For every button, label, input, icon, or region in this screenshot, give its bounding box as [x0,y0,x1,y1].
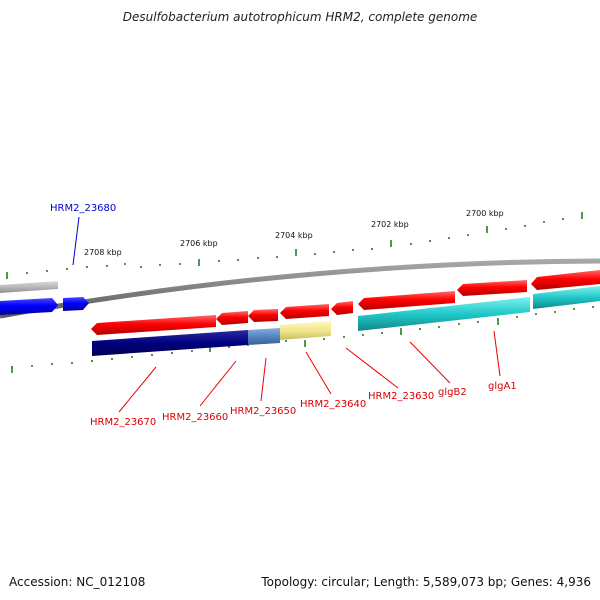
reverse-gene-small [331,301,353,315]
gene-label-hrm2-23680: HRM2_23680 [50,203,116,214]
map-title: Desulfobacterium autotrophicum HRM2, com… [122,10,478,24]
leader-line [118,366,157,413]
reverse-gene-hrm2-23670 [91,315,216,335]
accession-text: Accession: NC_012108 [9,575,146,589]
gene-label-hrm2-23670: HRM2_23670 [90,417,156,428]
gene-label-hrm2-23660: HRM2_23660 [162,412,228,423]
forward-gene-hrm2-23680 [63,297,89,311]
scale-label: 2700 kbp [466,209,504,218]
reverse-gene-hrm2-23650 [248,309,278,322]
cog-band-cyan [358,297,530,331]
gene-label-glga1: glgA1 [488,381,517,392]
leader-line [345,347,399,389]
cog-band-steel [248,328,280,345]
scale-label: 2706 kbp [180,239,218,248]
leader-line [409,341,451,384]
gene-label-glgb2: glgB2 [438,387,467,398]
reverse-gene-hrm2-23660 [216,311,248,325]
gene-label-hrm2-23650: HRM2_23650 [230,406,296,417]
reverse-gene-glgb2 [457,280,527,296]
scale-label: 2702 kbp [371,220,409,229]
leader-line [260,357,267,402]
gene-label-hrm2-23640: HRM2_23640 [300,399,366,410]
cog-band-grey [0,281,58,293]
forward-gene [0,298,58,315]
genome-summary-text: Topology: circular; Length: 5,589,073 bp… [261,575,591,589]
scale-label: 2704 kbp [275,231,313,240]
leader-line [305,351,332,395]
reverse-gene-glga1 [531,270,600,290]
scale-label: 2708 kbp [84,248,122,257]
leader-line [199,360,237,407]
gene-label-hrm2-23630: HRM2_23630 [368,391,434,402]
cog-band-navy [92,330,248,356]
cog-band-cyan [533,286,600,309]
leader-line [72,216,80,266]
reverse-gene-hrm2-23640 [280,304,329,319]
outer-tick-ring [6,212,583,279]
leader-line [493,330,501,377]
reverse-gene-hrm2-23630 [358,291,455,310]
cog-band-khaki [280,321,331,340]
